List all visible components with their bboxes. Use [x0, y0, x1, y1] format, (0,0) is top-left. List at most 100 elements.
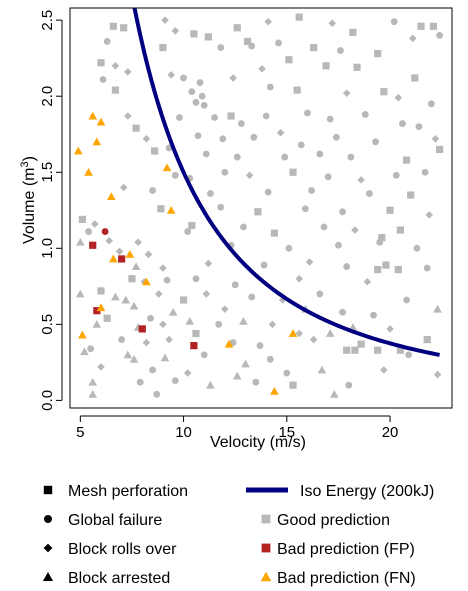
data-point-good — [351, 346, 359, 354]
data-point-good — [423, 264, 431, 272]
data-point-good — [188, 221, 196, 230]
data-point-good — [129, 301, 139, 310]
data-point-good — [326, 115, 334, 123]
data-point-good — [250, 133, 258, 141]
data-point-fn — [84, 167, 93, 176]
legend-good-icon — [261, 514, 271, 524]
legend-label: Bad prediction (FP) — [277, 541, 415, 558]
data-point-good — [97, 363, 105, 371]
data-point-good — [206, 380, 215, 389]
data-point-good — [436, 31, 444, 39]
data-point-good — [121, 295, 131, 304]
data-point-good — [160, 353, 170, 362]
iso-energy-curve — [132, 8, 441, 357]
data-point-good — [124, 112, 132, 120]
data-point-good — [275, 39, 282, 47]
data-point-good — [396, 346, 404, 354]
data-point-good — [87, 345, 95, 353]
data-point-good — [192, 329, 200, 338]
y-tick-label: 1.0 — [39, 238, 56, 259]
data-point-good — [215, 320, 223, 328]
data-point-good — [149, 366, 157, 374]
data-point-good — [399, 120, 406, 128]
legend-circle-icon — [44, 515, 52, 523]
data-point-good — [239, 316, 248, 325]
data-point-good — [243, 37, 252, 46]
y-tick-label: 0.5 — [39, 314, 56, 335]
data-point-good — [115, 247, 124, 256]
data-point-good — [159, 43, 167, 52]
data-point-good — [357, 340, 365, 348]
data-point-good — [76, 289, 85, 298]
data-point-good — [183, 369, 192, 377]
data-point-good — [324, 173, 332, 181]
data-point-good — [171, 377, 179, 385]
data-point-good — [192, 98, 200, 106]
data-point-good — [343, 263, 351, 270]
data-point-good — [289, 381, 297, 389]
data-point-good — [328, 19, 337, 27]
data-point-good — [433, 370, 442, 379]
data-point-good — [198, 92, 206, 100]
data-point-good — [386, 325, 394, 333]
data-point-good — [232, 371, 242, 380]
y-tick-label: 2.5 — [39, 10, 56, 31]
y-axis-title-sup: 3 — [19, 161, 31, 167]
legend-item-good: Good prediction — [261, 512, 390, 529]
data-point-fn — [166, 205, 176, 214]
y-tick-label: 1.5 — [39, 162, 56, 183]
legend-item-square: Mesh perforation — [43, 483, 188, 500]
data-point-good — [353, 63, 361, 71]
data-point-fn — [96, 117, 106, 126]
data-point-good — [144, 250, 153, 259]
data-point-good — [245, 171, 254, 180]
data-point-good — [248, 42, 256, 50]
x-axis: 5 10 15 20 — [76, 415, 398, 441]
data-point-good — [233, 24, 241, 32]
data-point-fp — [89, 241, 97, 249]
legend-item-fn: Bad prediction (FN) — [260, 570, 416, 587]
data-point-good — [289, 168, 297, 176]
data-point-fp — [190, 342, 198, 350]
data-point-good — [200, 101, 208, 109]
data-point-good — [407, 191, 415, 199]
data-point-good — [231, 281, 239, 289]
data-point-good — [184, 228, 192, 235]
data-point-good — [421, 168, 429, 176]
data-point-good — [252, 378, 260, 386]
legend-square-icon — [43, 485, 53, 495]
data-point-fp — [118, 255, 126, 263]
data-point-good — [380, 366, 388, 374]
data-point-good — [165, 335, 173, 344]
data-point-good — [123, 350, 133, 359]
data-point-good — [281, 153, 289, 161]
data-point-good — [88, 389, 98, 398]
data-point-good — [171, 171, 179, 179]
data-point-fn — [92, 137, 102, 146]
data-point-good — [270, 229, 279, 237]
data-point-good — [349, 28, 357, 36]
data-point-fn — [78, 330, 87, 339]
data-point-good — [396, 226, 404, 234]
data-points — [73, 13, 444, 398]
data-point-good — [118, 336, 126, 343]
data-point-good — [268, 320, 277, 329]
data-point-good — [374, 50, 382, 58]
data-point-good — [206, 190, 214, 197]
data-point-fn — [288, 329, 298, 337]
data-point-good — [262, 112, 270, 120]
data-point-good — [90, 220, 99, 228]
data-point-good — [408, 34, 417, 43]
data-point-good — [192, 275, 200, 283]
data-point-good — [403, 296, 410, 304]
legend-label: Good prediction — [277, 512, 390, 529]
data-point-good — [342, 89, 351, 97]
data-point-good — [339, 208, 346, 216]
data-point-good — [258, 65, 266, 73]
data-point-fn — [125, 250, 135, 258]
data-point-good — [240, 223, 247, 231]
data-point-good — [103, 38, 111, 45]
data-point-good — [310, 43, 318, 52]
data-point-good — [351, 226, 359, 234]
data-point-good — [423, 335, 431, 344]
